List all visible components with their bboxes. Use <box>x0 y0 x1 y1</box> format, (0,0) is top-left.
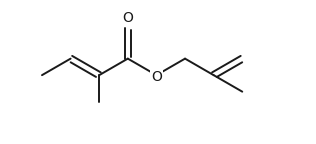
Text: O: O <box>151 70 162 84</box>
Text: O: O <box>122 11 133 25</box>
